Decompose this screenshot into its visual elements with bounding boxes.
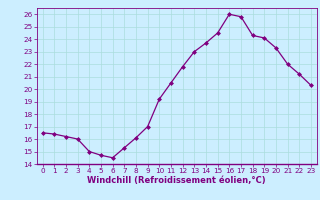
X-axis label: Windchill (Refroidissement éolien,°C): Windchill (Refroidissement éolien,°C): [87, 176, 266, 185]
